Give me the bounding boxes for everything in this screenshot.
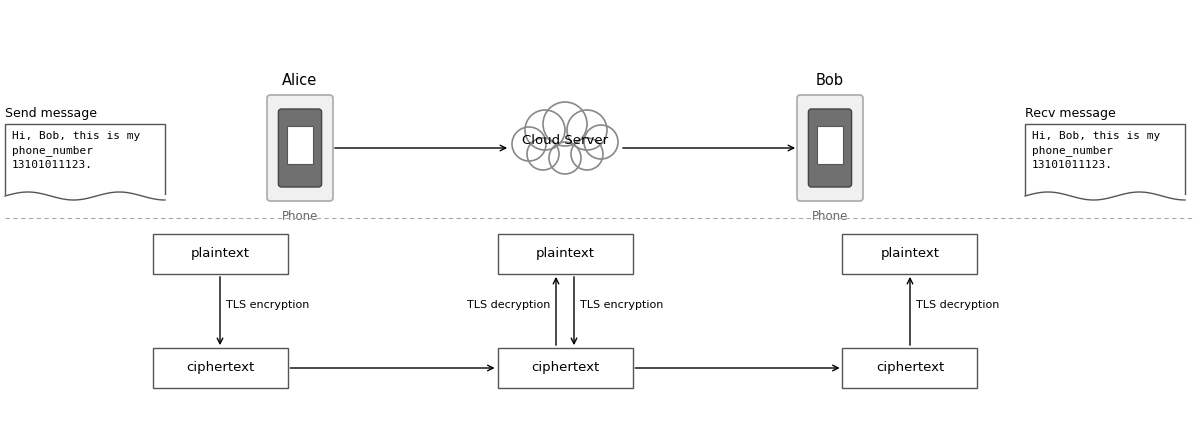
Circle shape [584, 125, 618, 159]
FancyBboxPatch shape [278, 109, 322, 187]
FancyBboxPatch shape [5, 124, 166, 196]
Text: plaintext: plaintext [535, 248, 594, 261]
FancyBboxPatch shape [1025, 124, 1186, 196]
Circle shape [526, 110, 565, 150]
FancyBboxPatch shape [152, 234, 288, 274]
Circle shape [568, 110, 607, 150]
Circle shape [550, 142, 581, 174]
FancyBboxPatch shape [842, 348, 978, 388]
FancyBboxPatch shape [809, 109, 852, 187]
FancyBboxPatch shape [287, 127, 313, 164]
Text: Phone: Phone [812, 210, 848, 223]
Text: TLS decryption: TLS decryption [916, 300, 1000, 310]
Text: Phone: Phone [282, 210, 318, 223]
Text: Recv message: Recv message [1025, 107, 1116, 120]
FancyBboxPatch shape [268, 95, 334, 201]
Circle shape [571, 138, 604, 170]
Text: plaintext: plaintext [881, 248, 940, 261]
Text: ciphertext: ciphertext [530, 362, 599, 374]
FancyBboxPatch shape [152, 348, 288, 388]
Text: TLS encryption: TLS encryption [580, 300, 664, 310]
FancyBboxPatch shape [498, 348, 632, 388]
Text: Hi, Bob, this is my
phone_number
13101011123.: Hi, Bob, this is my phone_number 1310101… [12, 131, 140, 170]
FancyBboxPatch shape [498, 234, 632, 274]
FancyBboxPatch shape [817, 127, 842, 164]
FancyBboxPatch shape [842, 234, 978, 274]
Circle shape [512, 127, 546, 161]
Text: TLS decryption: TLS decryption [467, 300, 550, 310]
Text: ciphertext: ciphertext [186, 362, 254, 374]
Text: TLS encryption: TLS encryption [226, 300, 310, 310]
Text: plaintext: plaintext [191, 248, 250, 261]
Circle shape [542, 102, 587, 146]
Text: Cloud Server: Cloud Server [522, 133, 608, 147]
Text: Bob: Bob [816, 73, 844, 88]
Text: Hi, Bob, this is my
phone_number
13101011123.: Hi, Bob, this is my phone_number 1310101… [1032, 131, 1160, 170]
FancyBboxPatch shape [514, 140, 617, 159]
Text: ciphertext: ciphertext [876, 362, 944, 374]
FancyBboxPatch shape [797, 95, 863, 201]
Text: Send message: Send message [5, 107, 97, 120]
Circle shape [527, 138, 559, 170]
Text: Alice: Alice [282, 73, 318, 88]
